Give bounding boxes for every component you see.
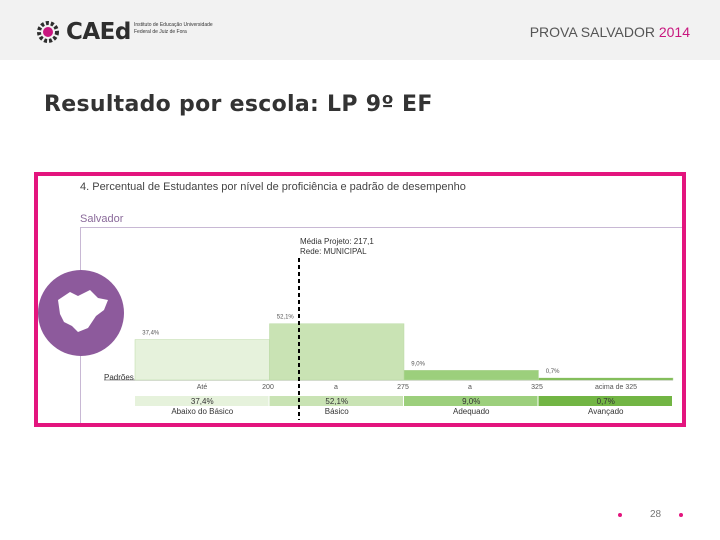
value-label-0: 37,4% bbox=[191, 397, 214, 406]
page-title: Resultado por escola: LP 9º EF bbox=[44, 92, 433, 117]
exam-name: PROVA SALVADOR bbox=[529, 24, 655, 40]
chart-title: 4. Percentual de Estudantes por nível de… bbox=[80, 181, 466, 193]
value-label-3: 0,7% bbox=[597, 397, 615, 406]
value-label-1: 52,1% bbox=[325, 397, 348, 406]
category-label-0: Abaixo do Básico bbox=[171, 407, 233, 416]
exam-year: 2014 bbox=[658, 24, 690, 40]
bar-2 bbox=[403, 370, 539, 381]
category-label-1: Básico bbox=[325, 407, 350, 416]
value-cell-1 bbox=[269, 396, 403, 406]
range-label-6: acima de 325 bbox=[595, 384, 637, 391]
category-label-2: Adequado bbox=[453, 407, 490, 416]
map-shape-icon bbox=[58, 290, 108, 332]
row-label: Padrões bbox=[104, 373, 134, 382]
exam-title: PROVA SALVADOR 2014 bbox=[530, 24, 690, 40]
mean-annotation: Média Projeto: 217,1 Rede: MUNICIPAL bbox=[300, 237, 374, 257]
value-cell-2 bbox=[404, 396, 538, 406]
chart-frame bbox=[34, 172, 686, 427]
gear-logo-icon bbox=[37, 21, 59, 43]
region-divider bbox=[80, 227, 682, 228]
bar-label-2: 9,0% bbox=[411, 361, 425, 367]
header-bar: CAEd Instituto de Educação Universidade … bbox=[0, 0, 720, 60]
logo-wordmark: CAEd bbox=[66, 19, 131, 45]
category-label-3: Avançado bbox=[588, 407, 624, 416]
bar-1 bbox=[269, 323, 405, 381]
bar-0 bbox=[134, 339, 270, 381]
range-label-4: a bbox=[468, 384, 472, 391]
value-cell-0 bbox=[135, 396, 269, 406]
footer-dot-left bbox=[618, 513, 622, 517]
mean-label-line1: Média Projeto: 217,1 bbox=[300, 237, 374, 246]
bar-3 bbox=[538, 377, 674, 381]
range-label-2: a bbox=[334, 384, 338, 391]
bar-label-0: 37,4% bbox=[142, 331, 160, 337]
region-map-badge bbox=[38, 270, 124, 356]
page-number: 28 bbox=[650, 509, 662, 520]
bar-label-3: 0,7% bbox=[546, 369, 560, 375]
range-label-1: 200 bbox=[262, 384, 274, 391]
range-label-0: Até bbox=[197, 384, 208, 391]
footer-dot-right bbox=[679, 513, 683, 517]
logo-subtitle: Instituto de Educação Universidade Feder… bbox=[134, 22, 213, 35]
value-cell-3 bbox=[538, 396, 672, 406]
bar-label-1: 52,1% bbox=[277, 315, 295, 321]
region-label: Salvador bbox=[80, 213, 124, 225]
value-label-2: 9,0% bbox=[462, 397, 480, 406]
range-label-5: 325 bbox=[531, 384, 543, 391]
mean-label-line2: Rede: MUNICIPAL bbox=[300, 247, 367, 256]
range-label-3: 275 bbox=[397, 384, 409, 391]
